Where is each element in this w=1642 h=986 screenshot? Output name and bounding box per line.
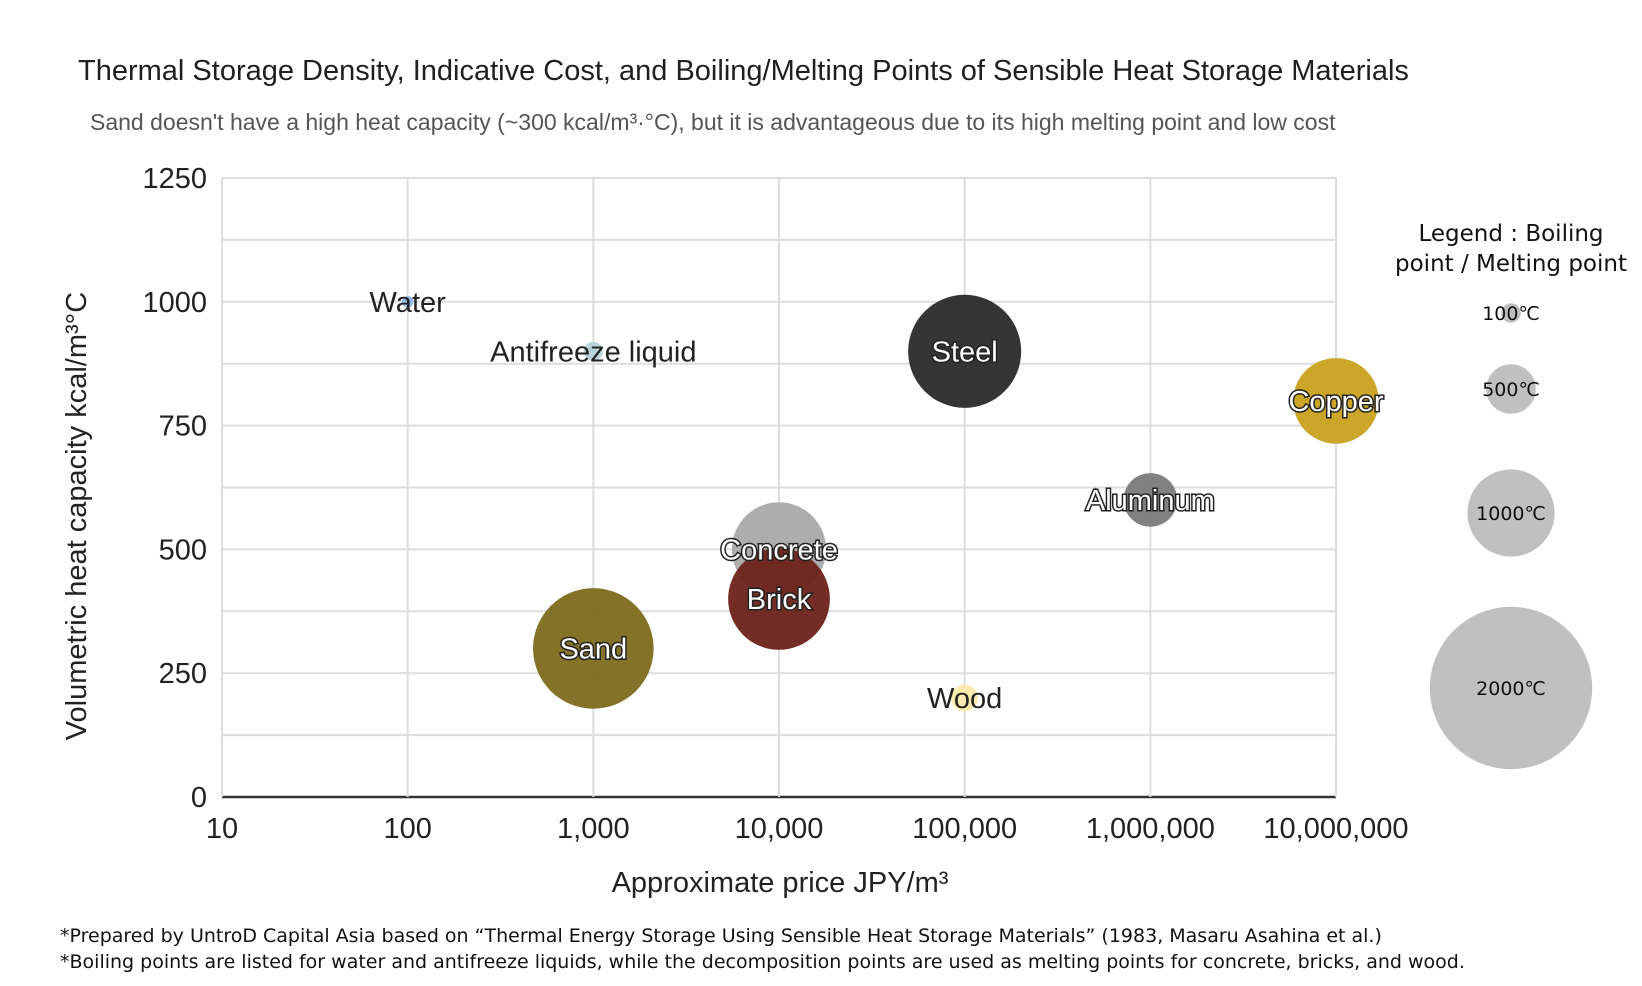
x-tick-label: 100	[383, 813, 431, 845]
size-legend: Legend : Boiling point / Melting point 100…	[1395, 221, 1627, 770]
chart-subtitle: Sand doesn't have a high heat capacity (…	[90, 109, 1336, 135]
bubble-label: Antifreeze liquid	[490, 336, 696, 368]
bubble-wood	[951, 684, 978, 712]
legend-title: point / Melting point	[1395, 251, 1627, 277]
bubble-steel	[908, 294, 1022, 408]
bubble-label: Aluminum	[1086, 485, 1215, 517]
legend-bubble-label: 500℃	[1482, 379, 1540, 401]
y-tick-label: 0	[191, 782, 207, 814]
bubble-brick	[728, 548, 830, 650]
y-tick-label: 1000	[142, 287, 207, 319]
bubble-label: Water	[370, 287, 447, 319]
legend-bubble-label: 1000℃	[1476, 503, 1546, 525]
footnote-points: *Boiling points are listed for water and…	[60, 951, 1465, 973]
bubble-label: Concrete	[720, 534, 838, 566]
x-axis-title: Approximate price JPY/m³	[612, 867, 949, 899]
chart-title: Thermal Storage Density, Indicative Cost…	[78, 55, 1409, 87]
bubble-antifreeze-liquid	[583, 341, 603, 361]
bubble-label: Sand	[559, 633, 627, 665]
bubble-labels: Water Antifreeze liquid Sand Concrete Brick S…	[370, 287, 1386, 715]
bubble-label: Wood	[927, 683, 1002, 715]
x-tick-label: 100,000	[912, 813, 1017, 845]
bubble-aluminum	[1123, 473, 1178, 527]
legend-bubble	[1501, 303, 1521, 323]
y-axis-title: Volumetric heat capacity kcal/m³°C	[61, 292, 93, 740]
bubble-sand	[533, 588, 654, 709]
x-tick-label: 1,000	[557, 813, 630, 845]
x-tick-label: 10,000	[735, 813, 824, 845]
legend-title: Legend : Boiling	[1418, 221, 1603, 247]
axis-ticks: 10 100 1,000 10,000 100,000 1,000,000 10,000,0…	[142, 163, 1408, 845]
legend-bubble-label: 2000℃	[1476, 678, 1546, 700]
y-tick-label: 250	[159, 658, 207, 690]
bubble-label: Brick	[747, 584, 812, 616]
x-tick-label: 10,000,000	[1263, 813, 1408, 845]
bubble-water	[401, 296, 414, 308]
x-tick-label: 10	[206, 813, 238, 845]
footnote-source: *Prepared by UntroD Capital Asia based o…	[60, 925, 1382, 947]
bubbles	[401, 294, 1379, 712]
y-tick-label: 750	[159, 411, 207, 443]
y-tick-label: 500	[159, 534, 207, 566]
legend-bubble	[1467, 469, 1555, 557]
bubble-label: Copper	[1288, 386, 1383, 418]
bubble-copper	[1293, 358, 1379, 444]
legend-bubble-label: 100℃	[1482, 303, 1540, 325]
legend-bubble	[1486, 364, 1536, 414]
y-tick-label: 1250	[142, 163, 207, 195]
legend-bubble	[1429, 606, 1593, 770]
x-tick-label: 1,000,000	[1086, 813, 1215, 845]
bubble-label: Steel	[932, 336, 998, 368]
